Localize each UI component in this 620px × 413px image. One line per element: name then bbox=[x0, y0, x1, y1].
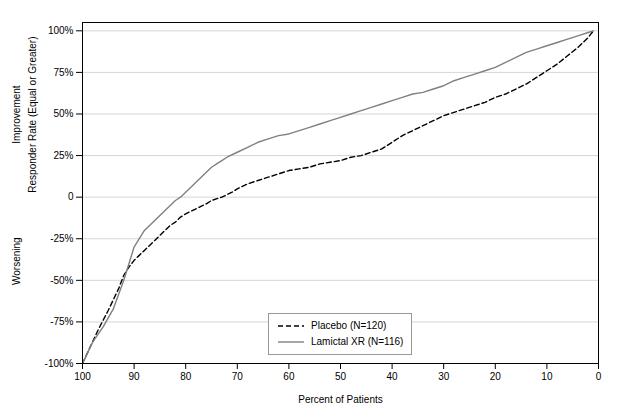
svg-text:20: 20 bbox=[490, 371, 502, 382]
svg-text:70: 70 bbox=[232, 371, 244, 382]
svg-text:Percent of Patients: Percent of Patients bbox=[298, 394, 383, 405]
svg-text:Improvement: Improvement bbox=[11, 85, 22, 144]
svg-text:30: 30 bbox=[438, 371, 450, 382]
svg-text:Responder Rate (Equal or Great: Responder Rate (Equal or Greater) bbox=[27, 36, 38, 192]
svg-text:25%: 25% bbox=[53, 150, 73, 161]
svg-text:0: 0 bbox=[596, 371, 602, 382]
svg-text:80: 80 bbox=[180, 371, 192, 382]
svg-text:40: 40 bbox=[387, 371, 399, 382]
svg-text:50%: 50% bbox=[53, 108, 73, 119]
svg-text:75%: 75% bbox=[53, 67, 73, 78]
svg-text:-25%: -25% bbox=[50, 233, 73, 244]
svg-text:100%: 100% bbox=[48, 25, 74, 36]
svg-text:10: 10 bbox=[541, 371, 553, 382]
svg-text:50: 50 bbox=[335, 371, 347, 382]
svg-text:100: 100 bbox=[74, 371, 91, 382]
html-text:Placebo (N=120): Placebo (N=120) bbox=[311, 320, 387, 331]
svg-text:90: 90 bbox=[129, 371, 141, 382]
svg-text:60: 60 bbox=[283, 371, 295, 382]
svg-text:-75%: -75% bbox=[50, 316, 73, 327]
svg-text:-100%: -100% bbox=[45, 358, 74, 369]
svg-text:0: 0 bbox=[68, 191, 74, 202]
svg-text:-50%: -50% bbox=[50, 275, 73, 286]
svg-text:Worsening: Worsening bbox=[11, 237, 22, 285]
html-text:Lamictal XR (N=116): Lamictal XR (N=116) bbox=[311, 336, 404, 347]
